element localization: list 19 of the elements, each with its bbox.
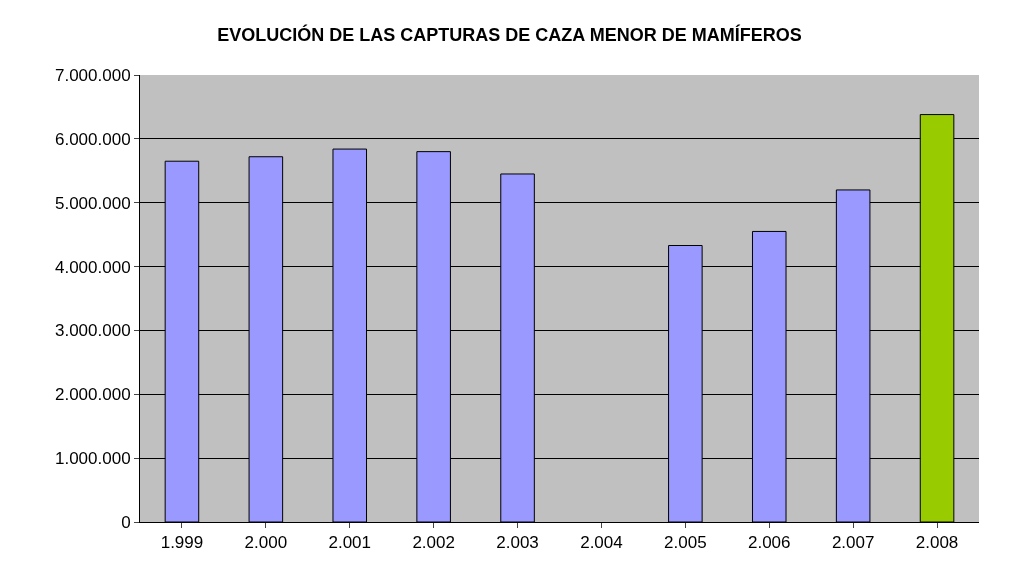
y-tick-label: 4.000.000: [54, 257, 131, 277]
x-tick-label: 2.008: [915, 533, 959, 553]
x-tick-label: 2.005: [664, 533, 707, 553]
x-tick-label: 2.006: [747, 533, 791, 553]
y-tick-label: 6.000.000: [54, 129, 131, 149]
x-tick-label: 2.000: [244, 533, 288, 553]
y-tick-label: 3.000.000: [54, 321, 131, 341]
y-tick-label: 7.000.000: [54, 65, 131, 85]
y-tick-label: 1.000.000: [54, 449, 131, 469]
x-tick-label: 2.003: [496, 533, 539, 553]
chart-title: EVOLUCIÓN DE LAS CAPTURAS DE CAZA MENOR DE MAMÍFEROS: [217, 23, 802, 45]
y-tick-label: 2.000.000: [54, 385, 131, 405]
x-tick-label: 2.007: [831, 533, 875, 553]
x-tick-label: 2.002: [412, 533, 455, 553]
x-tick-label: 2.001: [328, 533, 372, 553]
y-tick-label: 5.000.000: [54, 193, 131, 213]
x-tick-label: 2.004: [580, 533, 623, 553]
x-tick-label: 1.999: [160, 533, 204, 553]
y-tick-label: 0: [121, 512, 131, 532]
